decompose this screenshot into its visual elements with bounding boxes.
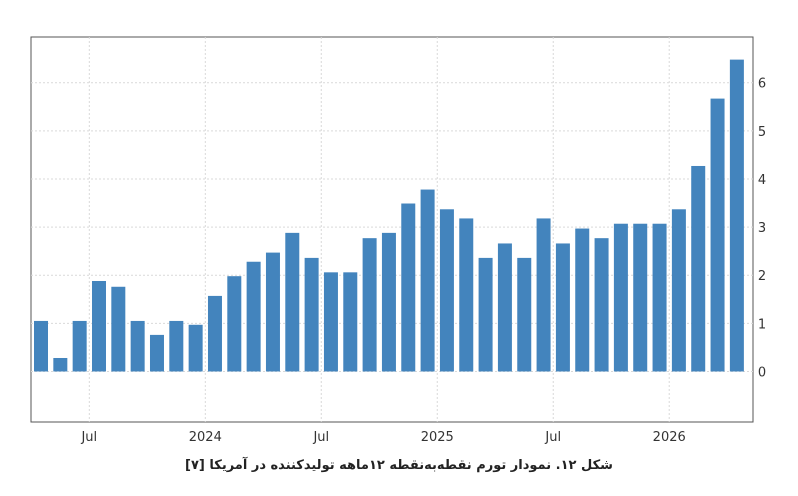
bar [227,276,242,372]
bar [439,209,454,372]
x-tick-label: Jul [544,430,561,445]
y-tick-label: 1 [758,317,766,332]
bar [207,295,222,372]
figure-caption: شکل ۱۲. نمودار تورم نقطه‌به‌نقطه ۱۲ماهه … [185,458,613,473]
bar [130,320,145,372]
bar [381,232,396,372]
bar [575,228,590,372]
bar [710,98,725,372]
bar [188,324,203,372]
bar [323,272,338,372]
bars [34,59,744,372]
x-tick-label: 2026 [653,430,686,445]
bar [459,218,474,372]
bar [343,272,358,372]
bar [149,334,164,372]
bar [285,232,300,372]
y-tick-label: 5 [758,125,766,140]
bar [633,223,648,372]
plot-border [30,36,754,423]
x-tick-label: Jul [80,430,97,445]
bar [478,257,493,372]
bar [652,223,667,372]
y-tick-label: 3 [758,221,766,236]
bar [613,223,628,372]
grid-lines [31,37,753,422]
bar [91,280,106,372]
bar [517,257,532,372]
y-tick-label: 6 [758,77,766,92]
bar [265,252,280,372]
x-axis-ticks: Jul 2024 Jul 2025 Jul 2026 [80,430,685,445]
bar-chart: 0 1 2 3 4 5 6 Jul 2024 Jul 2025 Jul 2026 [30,36,766,445]
y-tick-label: 4 [758,173,766,188]
bar [111,286,126,372]
bar [497,243,512,372]
bar [169,320,184,372]
bar [671,209,686,372]
bar [72,320,87,372]
bar [362,238,377,372]
bar [536,218,551,372]
bar [34,320,48,372]
x-tick-label: 2024 [189,430,222,445]
bar [691,165,706,372]
x-tick-label: 2025 [421,430,454,445]
y-tick-label: 2 [758,269,766,284]
bar [304,257,319,372]
x-tick-label: Jul [312,430,329,445]
bar [729,59,744,372]
chart-frame: 0 1 2 3 4 5 6 Jul 2024 Jul 2025 Jul 2026 [30,36,766,445]
bar [555,243,570,372]
bar [594,238,609,372]
bar [401,203,416,372]
bar [53,357,68,372]
y-tick-label: 0 [758,365,766,380]
y-axis-ticks: 0 1 2 3 4 5 6 [758,77,766,381]
bar [420,189,435,372]
bar [246,261,261,372]
